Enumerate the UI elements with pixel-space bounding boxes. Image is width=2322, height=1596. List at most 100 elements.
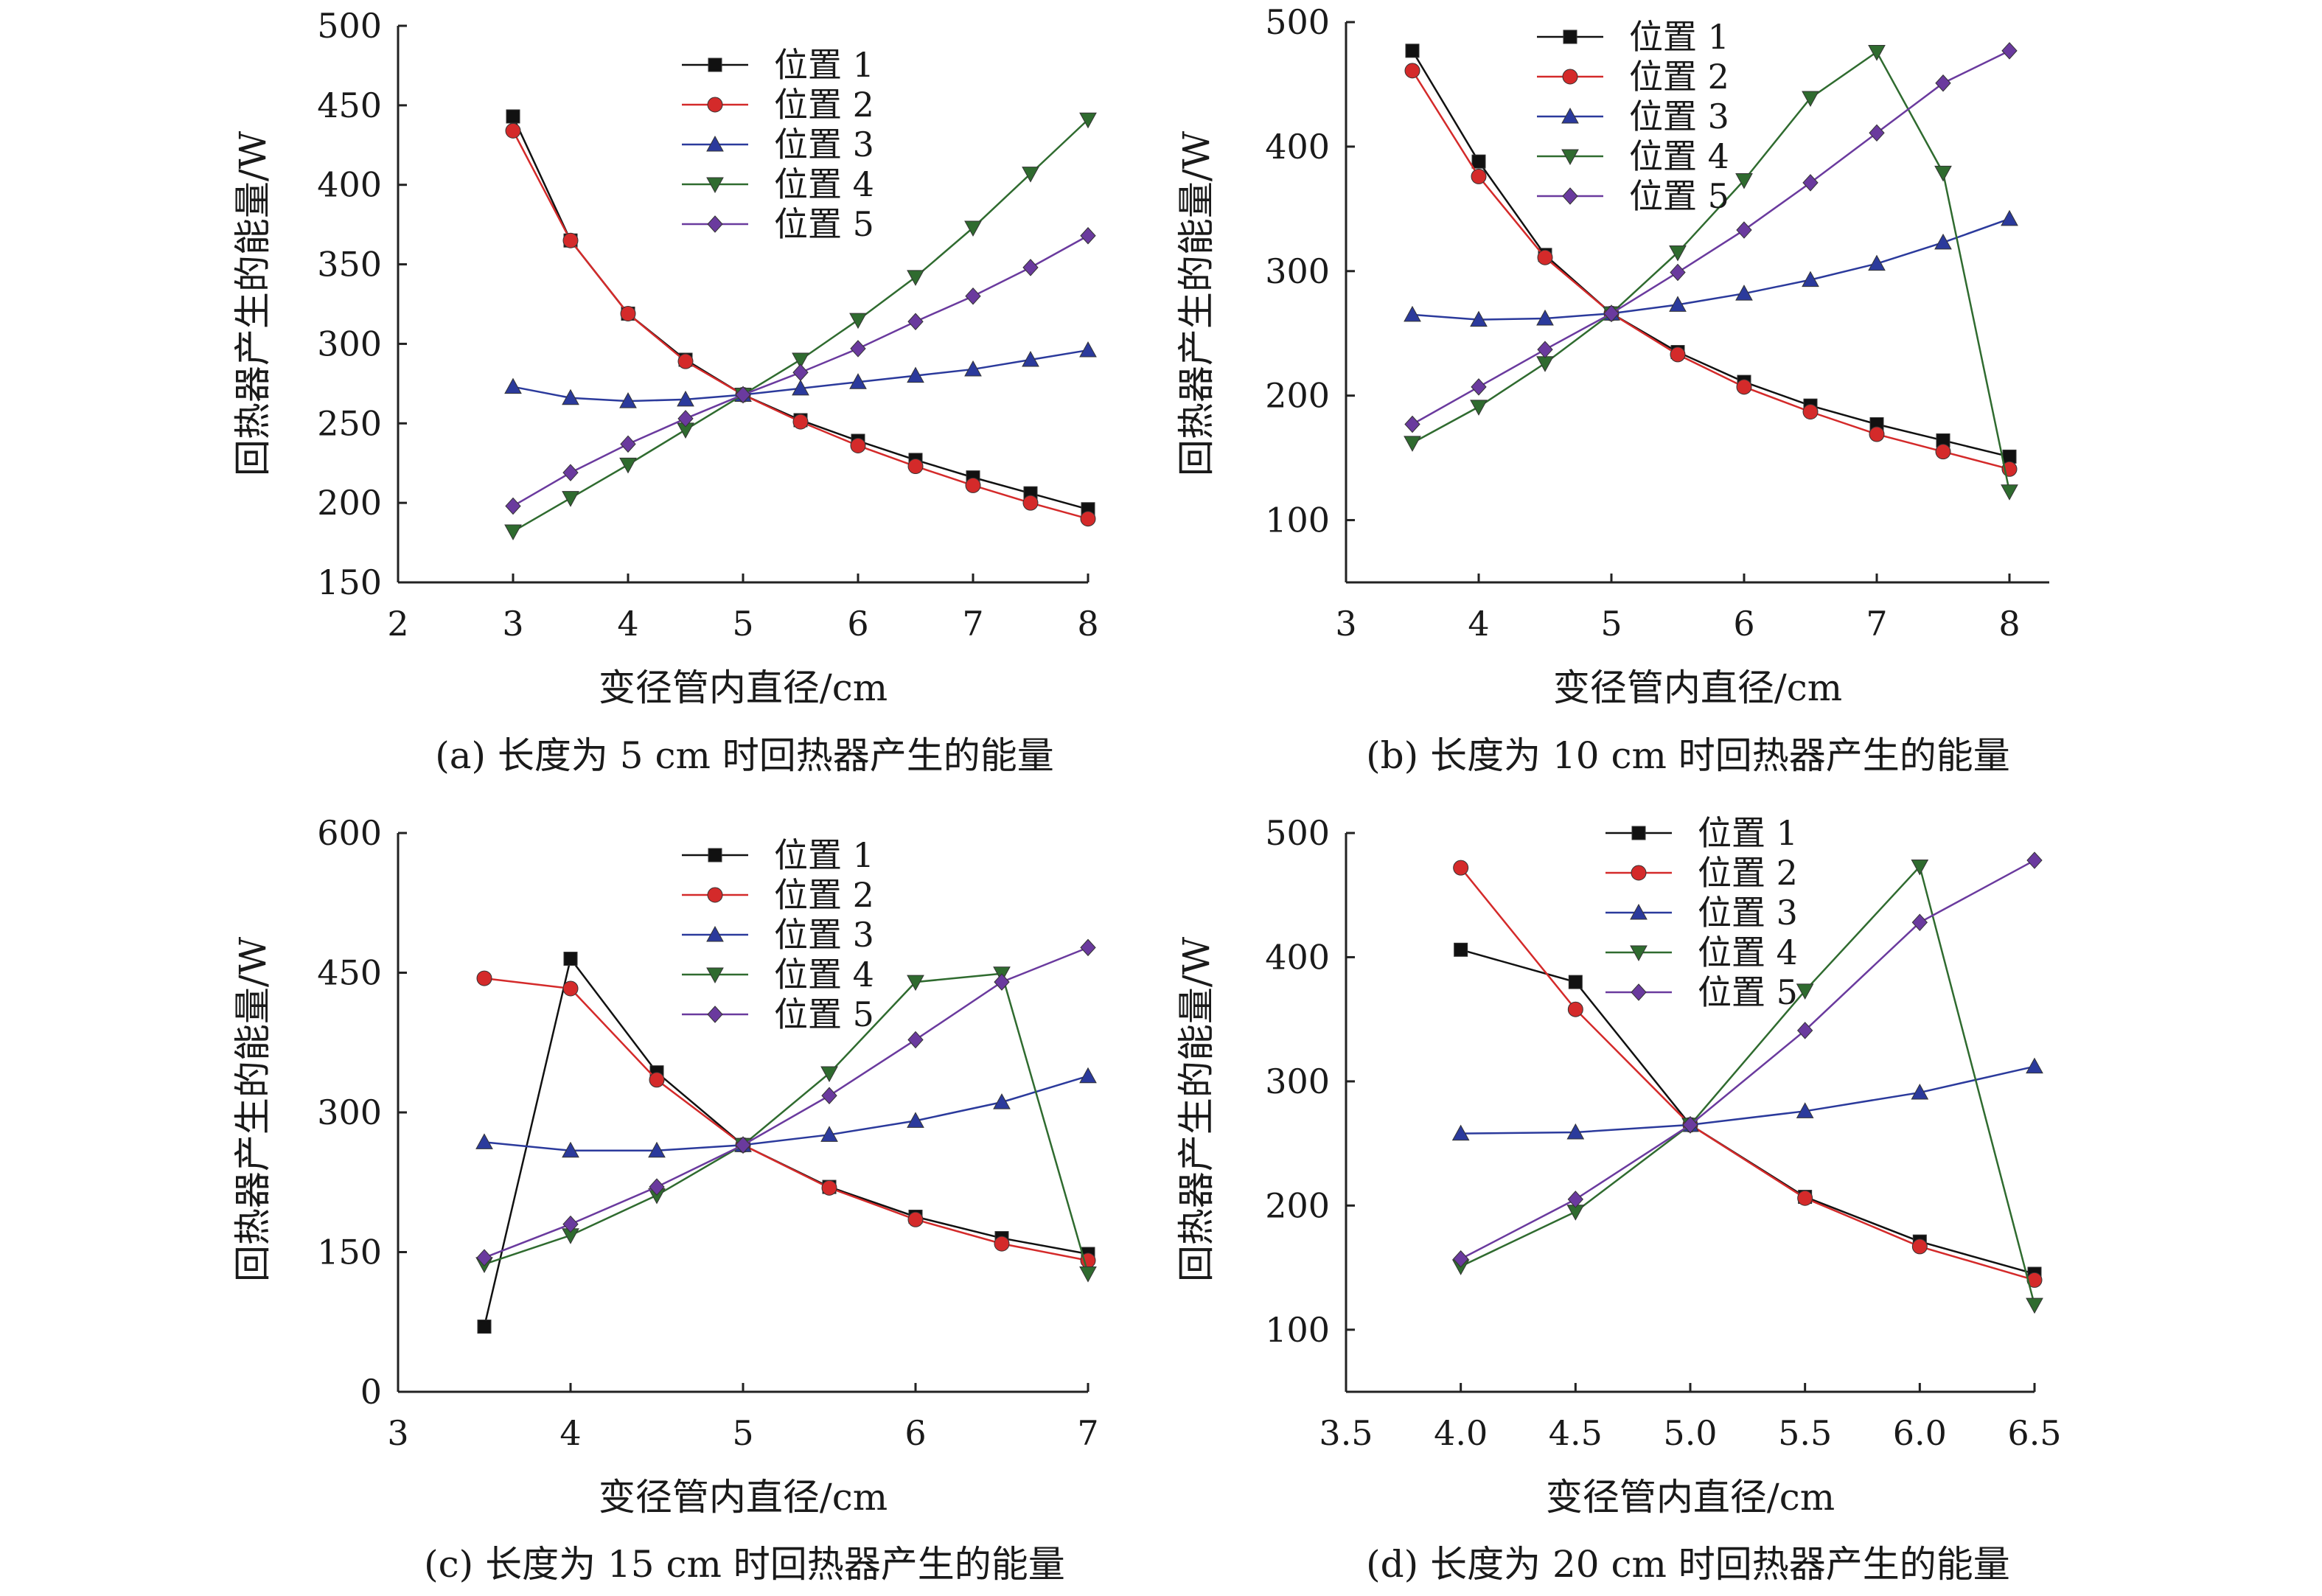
data-point-a-2: [1080, 511, 1096, 527]
data-point-c-5: [649, 1178, 665, 1196]
x-tick-label-b: 7: [1866, 604, 1887, 644]
data-point-d-3: [1451, 1124, 1470, 1141]
x-axis-title-b: 变径管内直径/cm: [1553, 666, 1842, 709]
data-point-b-4: [1536, 356, 1554, 372]
chart-a: 2 3 4 5 6 7 8 150 200 250 300 350 400 450 500 变径管内直径/cm…: [231, 6, 1099, 709]
data-point-b-4: [2001, 484, 2018, 501]
series-line-c-4: [484, 972, 1089, 1274]
data-point-a-3: [792, 379, 809, 396]
caption-a: (a) 长度为 5 cm 时回热器产生的能量: [435, 734, 1054, 777]
data-point-a-4: [504, 524, 522, 541]
data-point-c-3: [475, 1133, 493, 1149]
legend-marker-a: [707, 97, 723, 113]
data-point-a-4: [964, 220, 982, 237]
data-point-b-3: [2001, 209, 2018, 226]
legend-marker-d: [1631, 865, 1647, 881]
series-line-d-2: [1460, 867, 2035, 1281]
y-tick-label-c: 150: [317, 1233, 382, 1272]
data-point-b-2: [1670, 346, 1686, 363]
data-point-b-2: [1404, 63, 1420, 79]
y-tick-label-d: 500: [1265, 813, 1330, 853]
x-tick-label-d: 5.0: [1663, 1413, 1717, 1453]
x-axis-title-c: 变径管内直径/cm: [599, 1476, 888, 1519]
data-point-d-5: [1452, 1250, 1469, 1268]
legend-marker-c: [706, 925, 724, 942]
data-point-a-5: [735, 386, 751, 404]
chart-c: 3 4 5 6 7 0 150 300 450 600 变径管内直径/cm 回热器产生的能量/W 位置 …: [231, 813, 1099, 1519]
legend-marker-c: [706, 967, 724, 984]
data-point-b-2: [1869, 426, 1885, 442]
legend-label-a: 位置 3: [774, 125, 874, 164]
legend-label-d: 位置 1: [1698, 813, 1798, 853]
legend-label-d: 位置 3: [1698, 893, 1798, 933]
data-point-a-3: [964, 360, 982, 377]
data-point-b-3: [1934, 233, 1952, 250]
data-point-c-2: [821, 1179, 837, 1196]
legend-label-a: 位置 1: [774, 45, 874, 85]
data-point-c-3: [820, 1126, 838, 1142]
data-point-a-4: [907, 270, 924, 286]
data-point-b-4: [1735, 173, 1753, 189]
y-tick-label-c: 0: [360, 1372, 382, 1412]
x-axis-title-d: 变径管内直径/cm: [1546, 1476, 1835, 1519]
y-tick-label-a: 150: [317, 562, 382, 602]
chart-d: 3.5 4.0 4.5 5.0 5.5 6.0 6.5 100 200 300 400 500 变径管内…: [1175, 813, 2062, 1519]
y-axis-title-a: 回热器产生的能量/W: [231, 130, 274, 476]
series-line-c-2: [484, 977, 1089, 1262]
y-tick-label-d: 400: [1265, 937, 1330, 977]
legend-marker-b: [1562, 69, 1578, 85]
series-line-b-2: [1411, 70, 2010, 470]
legend-marker-c: [707, 887, 723, 903]
y-axis-title-d: 回热器产生的能量/W: [1175, 936, 1218, 1282]
data-point-a-3: [907, 366, 924, 383]
data-point-a-4: [1079, 112, 1097, 129]
data-point-c-5: [994, 973, 1010, 991]
x-tick-label-d: 4.0: [1434, 1413, 1488, 1453]
y-tick-label-c: 600: [317, 813, 382, 853]
caption-b: (b) 长度为 10 cm 时回热器产生的能量: [1366, 734, 2010, 777]
data-point-c-4: [907, 975, 924, 992]
legend-marker-c: [707, 1006, 723, 1023]
x-tick-label-b: 4: [1468, 604, 1489, 644]
caption-d: (d) 长度为 20 cm 时回热器产生的能量: [1366, 1543, 2010, 1586]
legend-label-c: 位置 1: [774, 835, 874, 875]
data-point-d-5: [2026, 851, 2043, 869]
data-point-a-2: [505, 122, 521, 139]
data-point-b-3: [1470, 310, 1488, 327]
data-point-b-2: [1537, 249, 1553, 265]
data-point-c-5: [562, 1215, 579, 1233]
data-point-a-2: [907, 459, 924, 475]
y-tick-label-c: 450: [317, 953, 382, 993]
data-point-a-4: [1022, 167, 1039, 183]
data-point-b-5: [1736, 221, 1752, 239]
data-point-b-4: [1404, 436, 1421, 452]
data-point-a-1: [506, 109, 520, 124]
series-line-c-3: [484, 1075, 1089, 1152]
x-tick-label-a: 5: [732, 604, 753, 644]
data-point-d-3: [1911, 1084, 1929, 1100]
data-point-a-2: [850, 437, 866, 453]
x-tick-label-c: 5: [732, 1413, 753, 1453]
data-point-a-3: [849, 373, 867, 389]
y-tick-label-a: 350: [317, 245, 382, 285]
legend-label-d: 位置 5: [1698, 972, 1798, 1012]
legend-label-b: 位置 1: [1629, 17, 1729, 57]
x-tick-label-b: 6: [1733, 604, 1754, 644]
data-point-a-5: [965, 287, 981, 305]
legend-marker-d: [1631, 826, 1646, 840]
data-point-a-5: [907, 313, 924, 330]
data-point-a-2: [965, 477, 981, 493]
data-point-a-3: [562, 388, 579, 405]
data-point-b-5: [2001, 42, 2018, 60]
data-point-a-5: [620, 435, 636, 453]
legend-label-c: 位置 4: [774, 955, 874, 994]
data-point-d-1: [1454, 942, 1468, 957]
data-point-b-5: [1537, 341, 1553, 358]
legend-marker-a: [708, 58, 722, 72]
data-point-d-2: [1567, 1001, 1583, 1017]
series-line-b-3: [1412, 217, 2010, 321]
data-point-b-4: [1802, 91, 1819, 108]
data-point-b-3: [1802, 271, 1819, 288]
data-point-a-3: [619, 392, 637, 408]
data-point-a-5: [792, 363, 809, 382]
